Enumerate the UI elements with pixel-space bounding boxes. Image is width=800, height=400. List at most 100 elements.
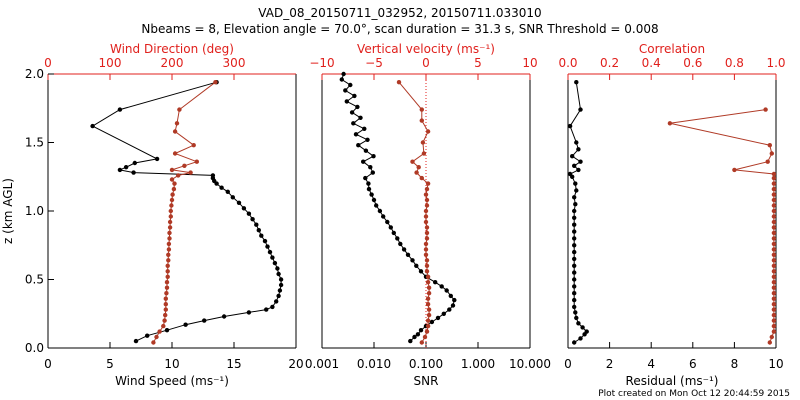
top-tick-label: 0.8 — [725, 56, 744, 70]
data-point-red — [425, 296, 431, 301]
data-point-black — [574, 140, 579, 145]
data-point-black — [343, 88, 348, 93]
data-point-black — [365, 137, 370, 142]
data-point-black — [391, 230, 396, 236]
bottom-tick-label: 15 — [226, 357, 241, 371]
data-point-red — [167, 219, 173, 225]
data-point-red — [771, 203, 777, 208]
data-point-red — [163, 312, 168, 318]
data-point-red — [396, 80, 402, 85]
bottom-tick-label: 0 — [44, 357, 52, 371]
data-point-black — [131, 170, 136, 175]
bottom-tick-label: 5 — [106, 357, 114, 371]
data-point-red — [732, 167, 737, 173]
data-point-red — [424, 269, 430, 274]
data-point-black — [348, 82, 353, 88]
data-point-black — [448, 293, 453, 299]
data-point-red — [426, 291, 432, 296]
data-point-black — [572, 277, 577, 282]
data-point-black — [256, 228, 261, 233]
bottom-tick-label: 0 — [564, 357, 572, 371]
data-point-black — [580, 325, 585, 330]
top-tick-label: 0 — [422, 56, 430, 70]
data-point-red — [771, 318, 777, 323]
data-point-red — [419, 107, 424, 112]
top-axis-label: Wind Direction (deg) — [110, 42, 234, 56]
data-point-black — [276, 293, 281, 299]
data-point-red — [767, 143, 772, 148]
data-point-red — [169, 167, 175, 173]
data-point-black — [267, 249, 273, 255]
data-point-black — [133, 338, 139, 344]
data-point-black — [164, 328, 170, 333]
data-point-black — [414, 263, 419, 268]
data-point-black — [412, 334, 417, 340]
data-point-red — [188, 170, 193, 175]
data-point-red — [763, 107, 768, 112]
data-point-red — [191, 143, 196, 148]
bottom-axis-label: Residual (ms⁻¹) — [626, 374, 719, 388]
data-point-red — [168, 208, 173, 214]
data-point-black — [276, 271, 281, 277]
data-point-black — [344, 99, 349, 104]
data-point-black — [441, 311, 446, 316]
data-point-red — [165, 263, 170, 268]
data-point-red — [771, 225, 777, 230]
data-point-red — [769, 334, 774, 340]
data-point-red — [169, 203, 174, 208]
data-point-red — [213, 80, 218, 85]
data-point-black — [246, 310, 252, 315]
data-point-black — [259, 233, 264, 238]
bottom-tick-label: 0.001 — [305, 357, 339, 371]
panel-snr-vertical-velocity: −10 −5 0 5 10 Vertical velocity (ms⁻¹) 0.001 0.… — [305, 42, 551, 388]
data-point-red — [426, 312, 432, 318]
data-point-black — [578, 159, 583, 164]
data-point-black — [405, 252, 411, 257]
data-point-red — [167, 225, 173, 230]
data-point-black — [444, 288, 449, 293]
data-point-black — [576, 147, 581, 152]
data-point-black — [278, 277, 284, 282]
data-point-red — [771, 302, 777, 307]
data-point-red — [771, 175, 777, 181]
data-point-black — [572, 195, 577, 200]
data-point-red — [162, 318, 167, 323]
data-point-black — [270, 255, 275, 260]
data-point-black — [356, 143, 361, 148]
data-point-black — [570, 154, 575, 159]
y-tick-label: 2.0 — [25, 67, 44, 81]
data-point-black — [447, 307, 452, 312]
data-point-black — [450, 303, 456, 308]
data-point-black — [132, 160, 137, 166]
data-point-red — [174, 121, 180, 126]
data-point-black — [572, 263, 577, 268]
figure-title-line1: VAD_08_20150711_032952, 20150711.033010 — [258, 6, 541, 20]
data-point-red — [771, 192, 777, 197]
data-point-red — [771, 197, 777, 203]
data-point-red — [425, 318, 431, 323]
data-point-black — [353, 132, 359, 137]
panel-residual-correlation: 0.0 0.2 0.4 0.6 0.8 1.0 Correlation 0 2 4 6 8 10 Resi… — [558, 42, 785, 388]
data-point-red — [771, 186, 777, 192]
data-point-red — [414, 170, 419, 175]
data-point-red — [771, 208, 777, 214]
bottom-axis-label: Wind Speed (ms⁻¹) — [115, 374, 229, 388]
data-point-red — [419, 118, 424, 123]
data-point-black — [270, 304, 275, 310]
data-point-red — [426, 285, 432, 290]
bottom-tick-label: 2 — [606, 357, 614, 371]
data-point-red — [176, 173, 181, 178]
data-point-red — [423, 241, 429, 247]
data-point-red — [166, 247, 172, 252]
data-point-black — [398, 241, 403, 247]
top-tick-label: 0.0 — [558, 56, 577, 70]
data-point-black — [246, 211, 252, 216]
data-point-red — [771, 181, 777, 186]
y-axis-label: z (km AGL) — [1, 178, 15, 244]
data-point-black — [415, 332, 421, 337]
top-tick-label: 200 — [161, 56, 184, 70]
data-point-black — [117, 107, 123, 112]
series-line-red — [152, 81, 216, 343]
